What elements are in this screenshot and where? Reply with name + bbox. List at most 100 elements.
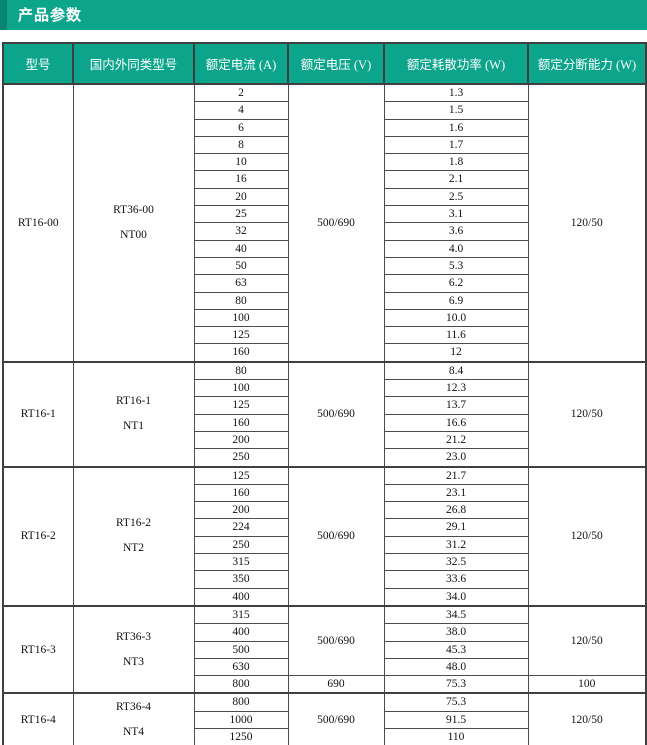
current-cell: 20 [193, 187, 289, 207]
power-cell: 12 [383, 343, 529, 363]
current-cell: 250 [193, 535, 289, 555]
table-row: 250 31.2 [3, 535, 646, 555]
power-cell: 6.2 [383, 274, 529, 293]
similar-models-cell: RT16-1 NT1 [72, 360, 195, 468]
table-row: 200 26.8 [3, 501, 646, 520]
current-cell: 125 [193, 396, 289, 415]
breaking-capacity-cell: 120/50 [527, 360, 647, 468]
table-row: 32 3.6 [3, 222, 646, 241]
similar-models-cell: RT36-4 NT4 [72, 692, 195, 745]
current-cell: 1250 [193, 727, 289, 745]
current-cell: 16 [193, 170, 289, 189]
table-row: 100 10.0 [3, 308, 646, 328]
table-body: RT16-00 RT36-00 NT00 2 500/690 1.3 120/50 4 1.5 6… [2, 83, 647, 745]
power-cell: 34.0 [383, 587, 529, 607]
current-cell: 500 [193, 640, 289, 659]
table-row: 224 29.1 [3, 518, 646, 537]
model-cell: RT16-2 [2, 465, 74, 607]
power-cell: 23.0 [383, 448, 529, 468]
page-title: 产品参数 [18, 6, 83, 24]
power-cell: 1.7 [383, 135, 529, 155]
header-cell-breaking-capacity: 额定分断能力 (W) [527, 42, 647, 85]
current-cell: 200 [193, 501, 289, 520]
table-row: 25 3.1 [3, 205, 646, 224]
power-cell: 16.6 [383, 413, 529, 432]
table-row: 160 12 [3, 343, 646, 363]
similar-model-line: RT36-3 [115, 630, 152, 643]
table-row: 315 32.5 [3, 553, 646, 572]
breaking-capacity-cell: 120/50 [527, 604, 647, 677]
table-row: 4 1.5 [3, 101, 646, 120]
table-row: 160 23.1 [3, 483, 646, 503]
power-cell: 3.6 [383, 222, 529, 241]
table-row: 630 48.0 [3, 657, 646, 677]
current-cell: 4 [193, 101, 289, 120]
table-row: 160 16.6 [3, 413, 646, 432]
current-cell: 2 [193, 83, 289, 103]
power-cell: 1.5 [383, 101, 529, 120]
power-cell: 1.3 [383, 83, 529, 103]
current-cell: 250 [193, 448, 289, 468]
model-cell: RT16-4 [2, 692, 74, 745]
similar-models-cell: RT36-00 NT00 [72, 83, 195, 363]
table-row: 8 1.7 [3, 135, 646, 155]
current-cell: 6 [193, 118, 289, 137]
table-row: 400 38.0 [3, 623, 646, 642]
breaking-capacity-cell: 100 [527, 675, 647, 694]
power-cell: 110 [383, 727, 529, 745]
breaking-capacity-cell: 120/50 [527, 83, 647, 363]
table-row: 50 5.3 [3, 256, 646, 276]
voltage-cell: 500/690 [287, 604, 385, 677]
similar-model-line: NT3 [122, 655, 145, 668]
table-row: 1000 91.5 [3, 710, 646, 729]
table-row: 125 11.6 [3, 326, 646, 345]
current-cell: 10 [193, 153, 289, 172]
similar-model-line: RT36-4 [115, 700, 152, 713]
power-cell: 23.1 [383, 483, 529, 503]
header-cell-rated-voltage: 额定电压 (V) [287, 42, 385, 85]
table-row: RT16-3 RT36-3 NT3 315 500/690 34.5 120/50 [2, 604, 647, 694]
current-cell: 80 [193, 360, 289, 381]
similar-model-line: NT1 [122, 420, 145, 433]
current-cell: 125 [193, 326, 289, 345]
power-cell: 11.6 [383, 326, 529, 345]
power-cell: 12.3 [383, 379, 529, 398]
power-cell: 48.0 [383, 657, 529, 677]
section-title-bar: 产品参数 [0, 0, 647, 30]
table-row: RT16-1 RT16-1 NT1 80 500/690 8.4 120/50 [2, 360, 647, 468]
power-cell: 21.2 [383, 430, 529, 450]
spacer [0, 30, 647, 42]
current-cell: 400 [193, 587, 289, 607]
title-accent-strip [0, 0, 7, 30]
table-header-row: 型号 国内外同类型号 额定电流 (A) 额定电压 (V) 额定耗散功率 (W) 额定分断能… [2, 42, 647, 85]
table-row: 16 2.1 [3, 170, 646, 189]
power-cell: 91.5 [383, 710, 529, 729]
current-cell: 315 [193, 553, 289, 572]
current-cell: 160 [193, 413, 289, 432]
power-cell: 8.4 [383, 360, 529, 381]
table-row: 500 45.3 [3, 640, 646, 659]
model-cell: RT16-3 [2, 604, 74, 694]
power-cell: 75.3 [383, 675, 529, 694]
power-cell: 75.3 [383, 692, 529, 712]
current-cell: 40 [193, 239, 289, 258]
current-cell: 160 [193, 483, 289, 503]
current-cell: 100 [193, 308, 289, 328]
current-cell: 63 [193, 274, 289, 293]
power-cell: 38.0 [383, 623, 529, 642]
voltage-cell: 500/690 [287, 692, 385, 745]
current-cell: 125 [193, 465, 289, 485]
similar-model-line: RT16-2 [115, 517, 152, 530]
table-row: 400 34.0 [3, 587, 646, 607]
table-row: RT16-00 RT36-00 NT00 2 500/690 1.3 120/50 [2, 83, 647, 363]
header-cell-model: 型号 [2, 42, 74, 85]
table-row: 250 23.0 [3, 448, 646, 468]
power-cell: 34.5 [383, 604, 529, 625]
power-cell: 32.5 [383, 553, 529, 572]
similar-model-line: RT16-1 [115, 395, 152, 408]
header-cell-power-dissipation: 额定耗散功率 (W) [383, 42, 529, 85]
breaking-capacity-cell: 120/50 [527, 692, 647, 745]
power-cell: 2.5 [383, 187, 529, 207]
current-cell: 80 [193, 291, 289, 310]
similar-model-line: NT00 [120, 228, 147, 241]
